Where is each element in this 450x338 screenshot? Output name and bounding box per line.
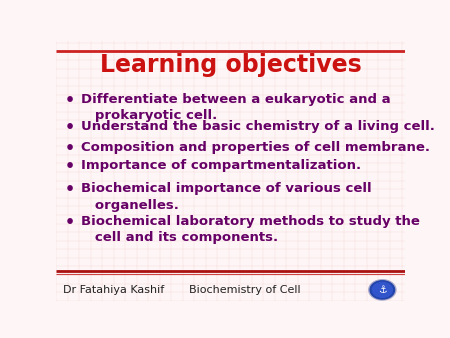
Text: •: • [65,215,75,230]
Circle shape [370,281,395,299]
Text: •: • [65,93,75,107]
Text: •: • [65,141,75,156]
Text: ⚓: ⚓ [378,285,387,295]
Text: Dr Fatahiya Kashif: Dr Fatahiya Kashif [63,285,165,295]
Text: •: • [65,159,75,174]
Text: Composition and properties of cell membrane.: Composition and properties of cell membr… [81,141,430,154]
Text: •: • [65,120,75,135]
Text: Biochemical laboratory methods to study the
   cell and its components.: Biochemical laboratory methods to study … [81,215,419,244]
Text: Importance of compartmentalization.: Importance of compartmentalization. [81,159,361,172]
Circle shape [372,283,392,297]
Text: Differentiate between a eukaryotic and a
   prokaryotic cell.: Differentiate between a eukaryotic and a… [81,93,390,122]
Text: Understand the basic chemistry of a living cell.: Understand the basic chemistry of a livi… [81,120,435,133]
Text: Learning objectives: Learning objectives [100,53,361,77]
Text: •: • [65,183,75,197]
Circle shape [369,280,396,300]
Text: Biochemical importance of various cell
   organelles.: Biochemical importance of various cell o… [81,183,371,212]
Text: Biochemistry of Cell: Biochemistry of Cell [189,285,301,295]
